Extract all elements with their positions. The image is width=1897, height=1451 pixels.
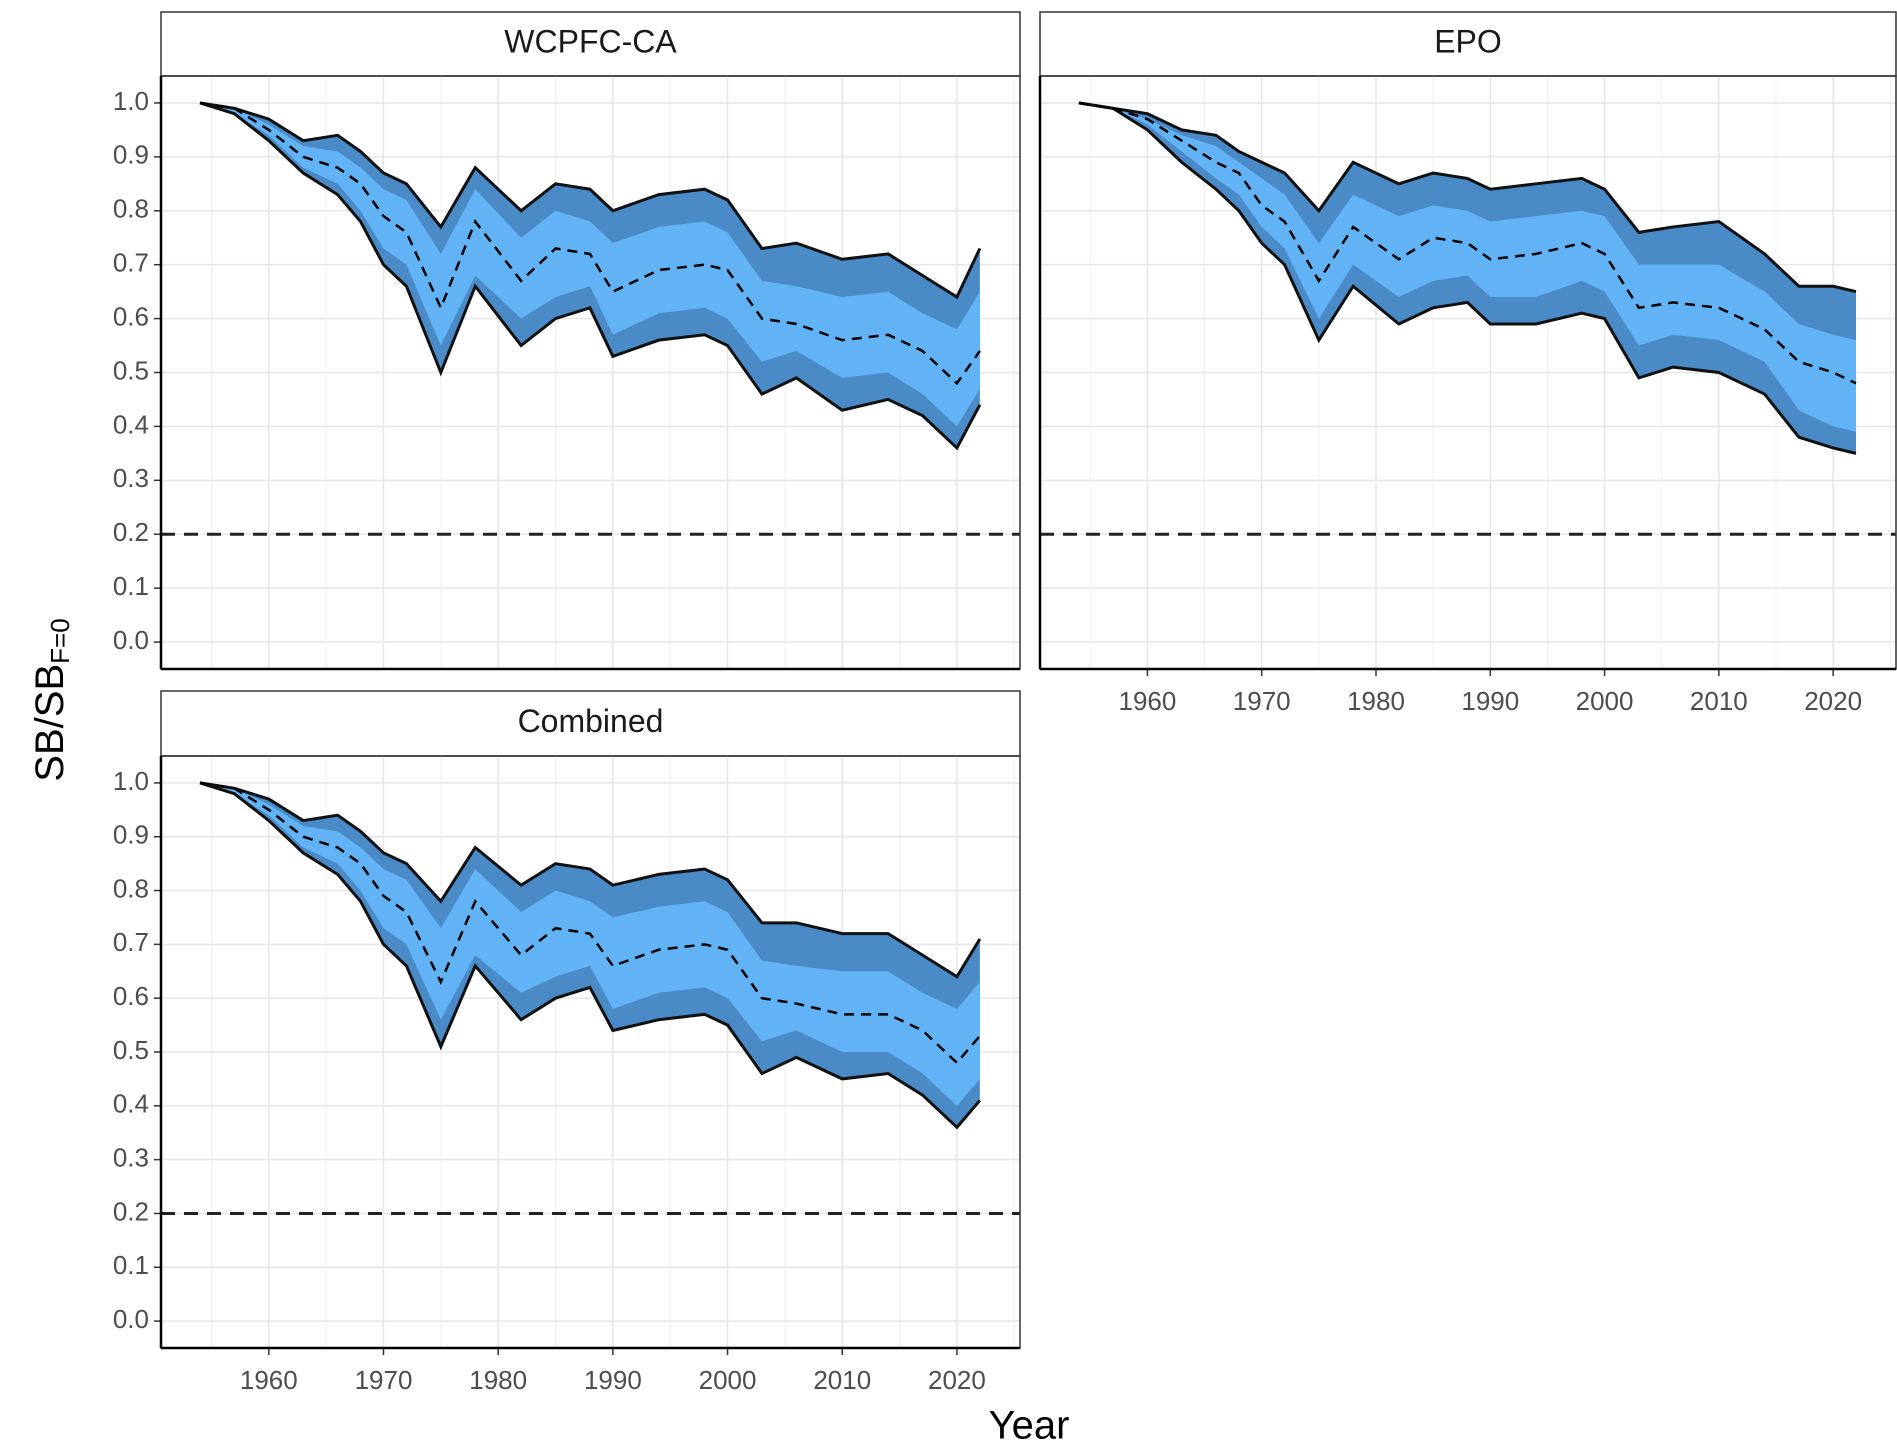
y-axis-title: SB/SBF=0 — [28, 618, 75, 781]
band-edge — [199, 101, 982, 300]
strip — [1039, 11, 1897, 77]
x-tick-label: 1960 — [240, 1365, 298, 1395]
y-tick-label: 0.1 — [113, 571, 149, 601]
y-tick-label: 0.0 — [113, 625, 149, 655]
y-tick-label: 0.8 — [113, 194, 149, 224]
panel-title: WCPFC-CA — [504, 23, 677, 59]
y-axis-title-main: SB/SB — [28, 664, 72, 782]
x-tick-label: 1990 — [584, 1365, 642, 1395]
x-axis-title: Year — [989, 1404, 1070, 1448]
band-edge — [199, 781, 982, 979]
y-tick-label: 0.6 — [113, 981, 149, 1011]
y-axis-title-sub: F=0 — [45, 618, 75, 664]
strip — [160, 690, 1021, 757]
y-tick-label: 0.4 — [113, 1089, 149, 1119]
panel-title: Combined — [518, 703, 664, 739]
band-edge — [1078, 101, 1857, 455]
band — [199, 102, 980, 427]
y-tick-label: 0.5 — [113, 355, 149, 385]
y-tick-label: 1.0 — [113, 86, 149, 116]
x-tick-label: 2000 — [1576, 686, 1634, 716]
y-tick-label: 0.7 — [113, 248, 149, 278]
y-tick-label: 0.2 — [113, 1196, 149, 1226]
band-edge — [199, 101, 982, 451]
x-tick-label: 2010 — [1690, 686, 1748, 716]
strip — [160, 11, 1021, 77]
band-edge — [199, 781, 982, 1130]
y-tick-label: 0.1 — [113, 1250, 149, 1280]
y-tick-label: 0.3 — [113, 463, 149, 493]
y-tick-label: 0.9 — [113, 820, 149, 850]
y-tick-label: 0.8 — [113, 873, 149, 903]
y-tick-label: 1.0 — [113, 766, 149, 796]
y-tick-label: 0.0 — [113, 1304, 149, 1334]
median-line — [199, 781, 981, 1065]
y-tick-label: 0.2 — [113, 517, 149, 547]
band — [199, 782, 980, 1106]
y-tick-label: 0.3 — [113, 1143, 149, 1173]
median-line — [1078, 101, 1857, 385]
band — [1078, 102, 1856, 432]
y-tick-label: 0.5 — [113, 1035, 149, 1065]
x-tick-label: 1970 — [355, 1365, 413, 1395]
median-line — [199, 101, 981, 386]
y-tick-label: 0.6 — [113, 301, 149, 331]
x-tick-label: 2010 — [813, 1365, 871, 1395]
x-tick-label: 1990 — [1461, 686, 1519, 716]
x-tick-label: 1970 — [1233, 686, 1291, 716]
x-tick-label: 2000 — [699, 1365, 757, 1395]
x-tick-label: 1960 — [1119, 686, 1177, 716]
x-tick-label: 1980 — [1347, 686, 1405, 716]
x-tick-label: 1980 — [469, 1365, 527, 1395]
y-tick-label: 0.7 — [113, 927, 149, 957]
y-tick-label: 0.9 — [113, 140, 149, 170]
band-edge — [1078, 101, 1857, 294]
y-tick-label: 0.4 — [113, 409, 149, 439]
x-tick-label: 2020 — [928, 1365, 986, 1395]
x-tick-label: 2020 — [1804, 686, 1862, 716]
panel-title: EPO — [1434, 23, 1502, 59]
